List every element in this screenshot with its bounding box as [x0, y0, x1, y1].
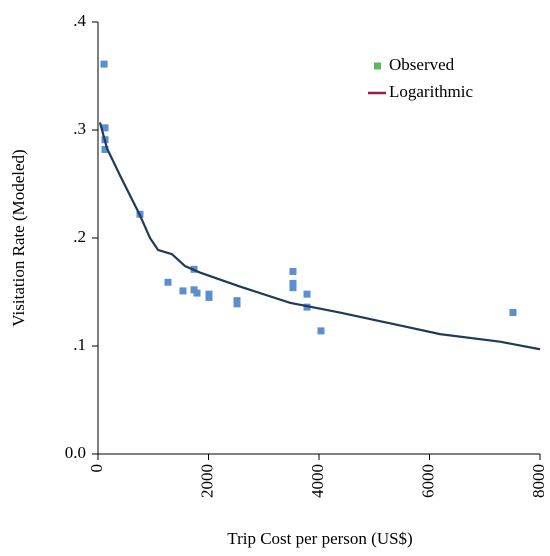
x-tick-label: 4000: [308, 464, 327, 498]
data-point: [289, 267, 297, 275]
data-point: [205, 293, 213, 301]
data-point: [179, 287, 187, 295]
y-tick-label: .4: [73, 11, 86, 30]
legend-swatch: [374, 62, 381, 70]
y-tick-label: .1: [73, 335, 86, 354]
data-point: [233, 300, 241, 308]
data-point: [101, 124, 109, 132]
x-tick-label: 0: [87, 464, 106, 473]
y-axis-title: Visitation Rate (Modeled): [9, 149, 28, 326]
data-point: [317, 327, 325, 335]
data-point: [164, 278, 172, 286]
data-point: [193, 289, 201, 297]
y-tick-label: .2: [73, 227, 86, 246]
y-tick-label: .3: [73, 119, 86, 138]
trend-line: [98, 122, 541, 351]
x-tick-label: 6000: [418, 464, 437, 498]
data-point: [509, 309, 517, 317]
x-axis-title: Trip Cost per person (US$): [227, 529, 412, 548]
data-point: [100, 60, 108, 68]
y-tick-label: 0.0: [65, 443, 86, 462]
data-point: [303, 290, 311, 298]
legend-label: Observed: [389, 55, 455, 74]
x-tick-label: 8000: [529, 464, 548, 498]
x-tick-label: 2000: [197, 464, 216, 498]
data-point: [289, 284, 297, 292]
data-point: [289, 279, 297, 287]
data-point: [101, 145, 109, 153]
legend-label: Logarithmic: [389, 82, 473, 101]
